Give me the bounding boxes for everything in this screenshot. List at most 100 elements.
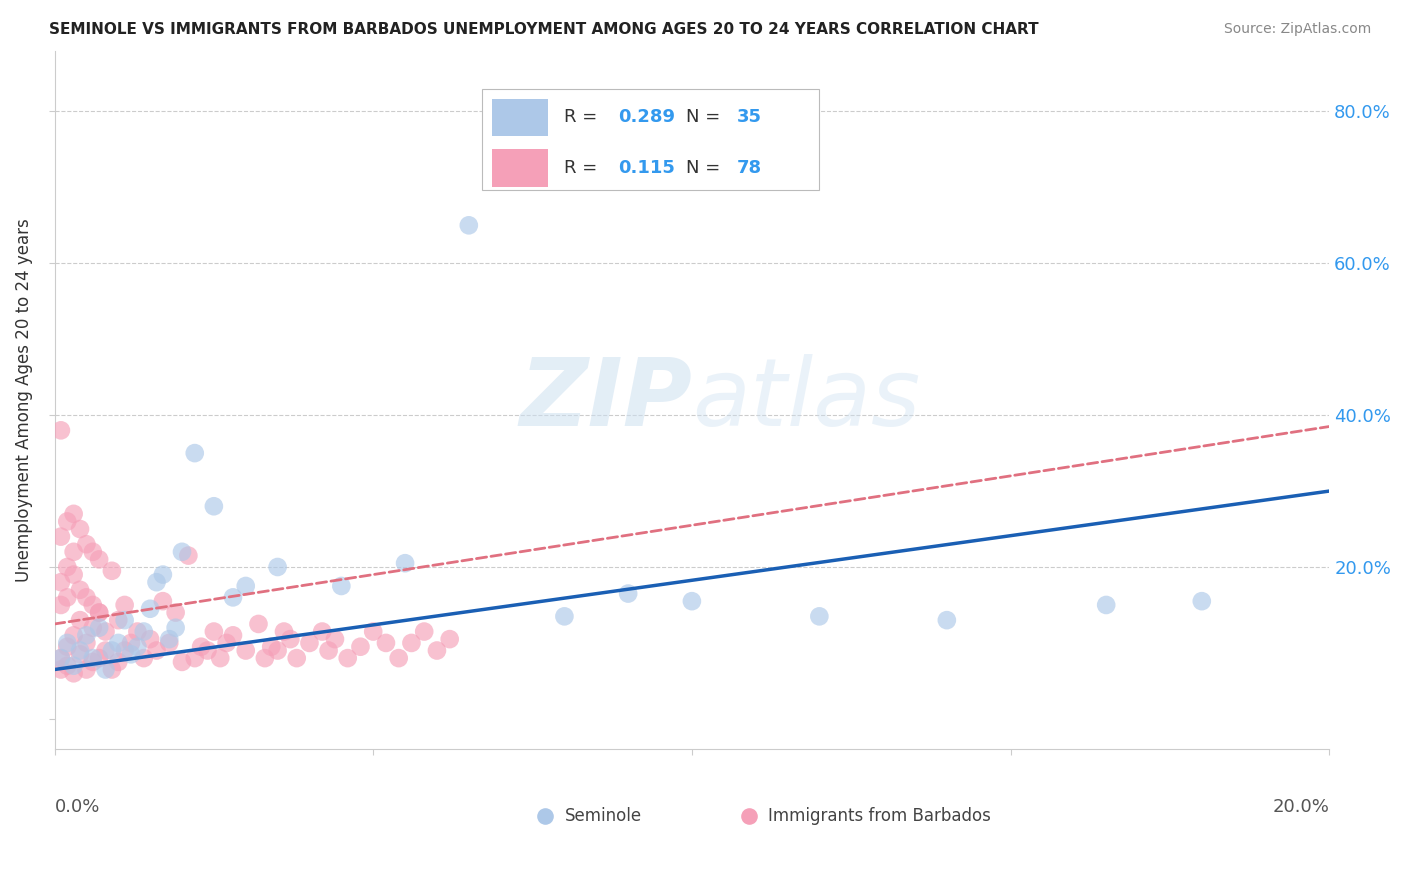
Point <box>266 560 288 574</box>
Text: 0.115: 0.115 <box>619 159 675 178</box>
Point <box>120 636 142 650</box>
Text: 20.0%: 20.0% <box>1272 798 1329 816</box>
Text: R =: R = <box>564 159 609 178</box>
Point <box>145 643 167 657</box>
Point <box>82 598 104 612</box>
Y-axis label: Unemployment Among Ages 20 to 24 years: Unemployment Among Ages 20 to 24 years <box>15 218 32 582</box>
Point <box>49 575 72 590</box>
Point <box>222 591 245 605</box>
Point <box>69 648 91 662</box>
Point <box>401 636 423 650</box>
Point <box>101 643 124 657</box>
Point <box>107 613 129 627</box>
Point <box>56 515 79 529</box>
Point <box>1095 598 1118 612</box>
Text: ZIP: ZIP <box>519 354 692 446</box>
Point <box>49 530 72 544</box>
Point <box>107 636 129 650</box>
Point <box>62 545 84 559</box>
Point <box>209 651 232 665</box>
Point <box>235 579 257 593</box>
Point <box>89 621 111 635</box>
Text: 0.289: 0.289 <box>619 109 675 127</box>
Point <box>75 628 97 642</box>
Point <box>82 655 104 669</box>
Point <box>75 537 97 551</box>
Text: SEMINOLE VS IMMIGRANTS FROM BARBADOS UNEMPLOYMENT AMONG AGES 20 TO 24 YEARS CORR: SEMINOLE VS IMMIGRANTS FROM BARBADOS UNE… <box>49 22 1039 37</box>
FancyBboxPatch shape <box>492 99 548 136</box>
Point <box>253 651 276 665</box>
Point <box>56 636 79 650</box>
Point <box>184 651 207 665</box>
Point <box>114 598 136 612</box>
Point <box>457 219 479 233</box>
Point <box>177 549 200 563</box>
Point <box>89 606 111 620</box>
Point <box>69 522 91 536</box>
Point <box>114 643 136 657</box>
Point <box>89 552 111 566</box>
Point <box>139 632 162 647</box>
Point <box>266 643 288 657</box>
Text: Seminole: Seminole <box>564 806 641 824</box>
Point <box>145 575 167 590</box>
Point <box>49 651 72 665</box>
Point <box>170 545 193 559</box>
Point <box>56 640 79 654</box>
Point <box>127 640 149 654</box>
Text: atlas: atlas <box>692 354 920 445</box>
Point <box>311 624 333 639</box>
Point <box>114 613 136 627</box>
Point <box>62 666 84 681</box>
Point <box>94 663 117 677</box>
Text: N =: N = <box>686 109 725 127</box>
Point <box>553 609 575 624</box>
Point <box>82 651 104 665</box>
Point <box>165 606 187 620</box>
Point <box>330 579 353 593</box>
Point <box>69 643 91 657</box>
Point <box>75 636 97 650</box>
FancyBboxPatch shape <box>482 89 820 190</box>
Point <box>94 643 117 657</box>
Point <box>935 613 957 627</box>
Point <box>388 651 411 665</box>
Point <box>49 651 72 665</box>
Point <box>235 643 257 657</box>
Point <box>808 609 831 624</box>
Point <box>260 640 283 654</box>
Point <box>75 591 97 605</box>
Point <box>139 601 162 615</box>
Point <box>62 658 84 673</box>
Point <box>247 616 270 631</box>
Text: Immigrants from Barbados: Immigrants from Barbados <box>769 806 991 824</box>
Point <box>82 545 104 559</box>
Text: N =: N = <box>686 159 725 178</box>
Point <box>439 632 461 647</box>
Point <box>82 621 104 635</box>
Point <box>132 624 155 639</box>
Point <box>336 651 359 665</box>
Point <box>107 655 129 669</box>
Point <box>280 632 302 647</box>
Text: 78: 78 <box>737 159 762 178</box>
Point <box>101 564 124 578</box>
Point <box>323 632 346 647</box>
Point <box>49 598 72 612</box>
Point <box>197 643 219 657</box>
Point <box>89 606 111 620</box>
Point <box>1191 594 1213 608</box>
Point <box>285 651 308 665</box>
Point <box>49 423 72 437</box>
Point <box>202 624 225 639</box>
Point <box>62 507 84 521</box>
Point <box>69 613 91 627</box>
Point <box>349 640 371 654</box>
Point <box>127 624 149 639</box>
Text: Source: ZipAtlas.com: Source: ZipAtlas.com <box>1223 22 1371 37</box>
Point <box>152 594 174 608</box>
Point <box>426 643 449 657</box>
Point <box>69 582 91 597</box>
Point <box>202 500 225 514</box>
Point <box>190 640 212 654</box>
